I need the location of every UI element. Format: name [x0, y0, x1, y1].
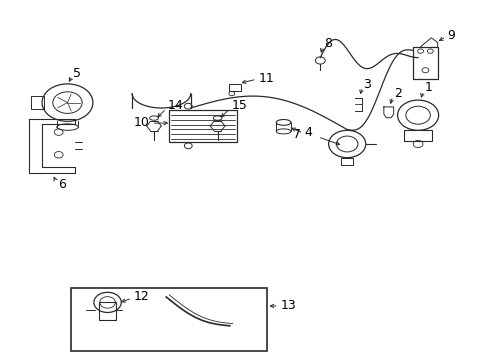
- Bar: [71, 288, 266, 351]
- Text: 3: 3: [363, 78, 370, 91]
- Text: 10: 10: [133, 116, 149, 129]
- Text: 9: 9: [447, 29, 454, 42]
- Text: 15: 15: [231, 99, 246, 112]
- Text: 14: 14: [167, 99, 183, 112]
- Bar: [228, 84, 240, 91]
- Text: 4: 4: [304, 126, 312, 139]
- Bar: [404, 130, 431, 141]
- Bar: [412, 47, 437, 79]
- Text: 11: 11: [258, 72, 273, 85]
- Text: 5: 5: [73, 67, 81, 80]
- Text: 12: 12: [133, 291, 149, 303]
- Text: 8: 8: [324, 37, 331, 50]
- Text: 7: 7: [292, 129, 300, 141]
- Bar: [341, 158, 352, 165]
- Text: 6: 6: [58, 178, 65, 191]
- Text: 1: 1: [424, 81, 431, 94]
- Bar: [31, 96, 44, 109]
- Bar: [99, 302, 116, 320]
- Text: 13: 13: [280, 299, 295, 312]
- Text: 2: 2: [393, 87, 401, 100]
- Bar: [168, 110, 237, 142]
